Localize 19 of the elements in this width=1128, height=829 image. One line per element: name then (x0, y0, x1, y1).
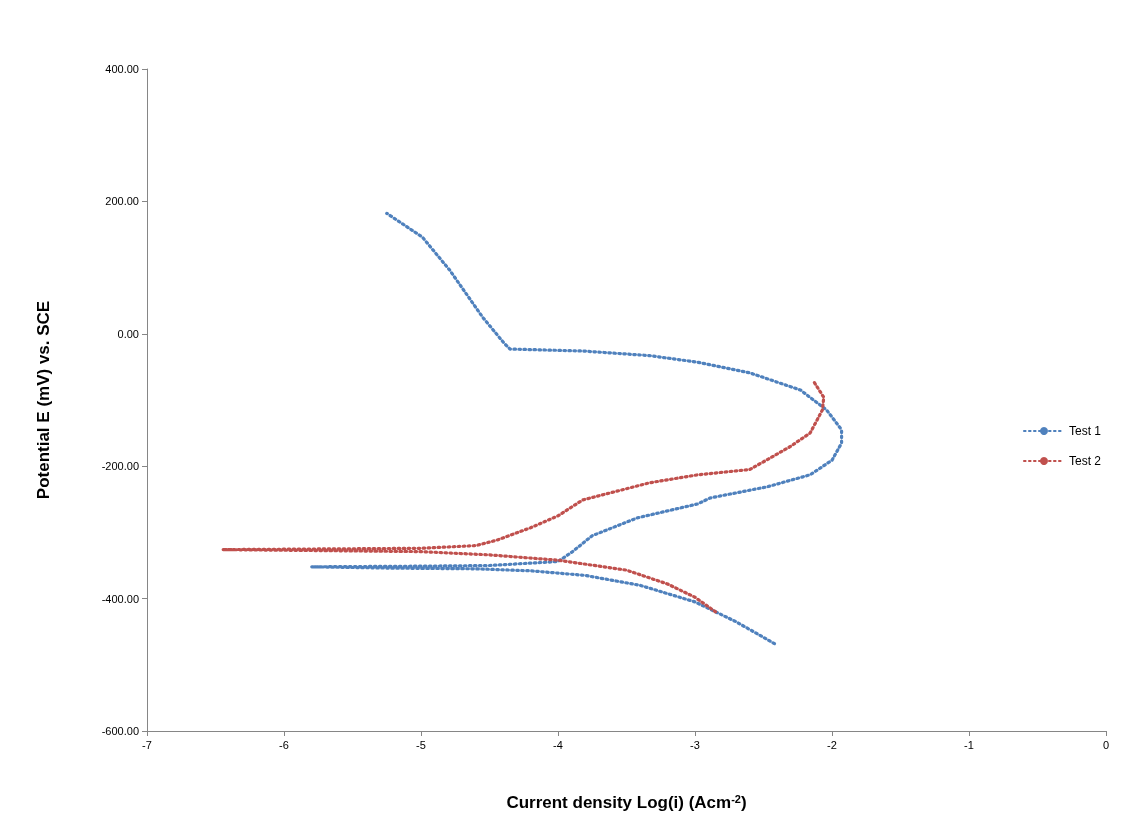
legend-label: Test 1 (1068, 424, 1102, 438)
x-tick-label: -6 (279, 738, 289, 751)
x-tick-label: -2 (827, 738, 837, 751)
y-axis-title: Potential E (mV) vs. SCE (34, 300, 53, 500)
y-tick-label: -200.00 (101, 460, 139, 473)
y-tick-label: -600.00 (101, 725, 139, 737)
legend-label: Test 2 (1068, 454, 1102, 468)
y-tick-label: 0.00 (117, 327, 139, 340)
line-series (309, 211, 844, 646)
y-tick-label: -400.00 (101, 592, 139, 605)
y-tick-label: 200.00 (105, 195, 139, 208)
x-tick-label: -7 (142, 738, 152, 751)
x-tick-label: -1 (964, 738, 974, 751)
line-series (220, 378, 826, 614)
x-tick-label: -4 (553, 738, 563, 751)
x-tick-label: 0 (1102, 738, 1110, 751)
x-tick-label: -3 (690, 738, 700, 751)
x-tick-label: -5 (416, 738, 426, 751)
y-tick-label: 400.00 (105, 63, 139, 75)
